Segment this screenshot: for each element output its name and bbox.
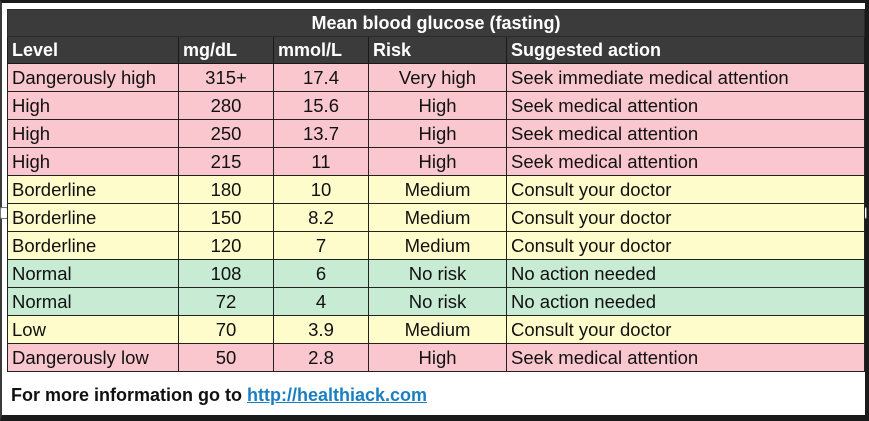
cell-mg-dl: 180: [178, 175, 274, 204]
cell-suggested-action: Consult your doctor: [505, 315, 866, 344]
healthiack-link[interactable]: http://healthiack.com: [247, 385, 428, 405]
footer-info: For more information go to http://health…: [11, 385, 427, 406]
cell-level: High: [7, 119, 179, 148]
cell-mmol-l: 11: [273, 147, 369, 176]
cell-mmol-l: 7: [273, 231, 369, 260]
cell-mg-dl: 315+: [178, 63, 274, 92]
table-title-row: Mean blood glucose (fasting): [6, 9, 866, 37]
cell-level: High: [7, 91, 179, 120]
cell-mg-dl: 72: [178, 287, 274, 316]
cell-suggested-action: Seek medical attention: [505, 119, 866, 148]
cell-mg-dl: 150: [178, 203, 274, 232]
cell-mmol-l: 13.7: [273, 119, 369, 148]
cell-level: Dangerously high: [7, 63, 179, 92]
header-mmol-l: mmol/L: [273, 36, 369, 64]
cell-mg-dl: 215: [178, 147, 274, 176]
table-row: Borderline 150 8.2 Medium Consult your docto…: [7, 203, 866, 232]
cell-risk: No risk: [368, 259, 507, 288]
cell-level: Dangerously low: [7, 343, 179, 372]
table-row: Dangerously low 50 2.8 High Seek medical att…: [7, 343, 866, 372]
cell-mg-dl: 70: [178, 315, 274, 344]
cell-risk: High: [368, 91, 507, 120]
cell-risk: High: [368, 343, 507, 372]
cell-mmol-l: 4: [273, 287, 369, 316]
table-row: Normal 108 6 No risk No action needed: [7, 259, 866, 288]
cell-mg-dl: 108: [178, 259, 274, 288]
header-risk: Risk: [368, 36, 507, 64]
table-title: Mean blood glucose (fasting): [6, 9, 866, 37]
cell-suggested-action: No action needed: [505, 259, 866, 288]
cell-mg-dl: 50: [178, 343, 274, 372]
cell-risk: Medium: [368, 315, 507, 344]
cell-suggested-action: Seek immediate medical attention: [505, 63, 866, 92]
cell-risk: High: [368, 119, 507, 148]
table-row: Normal 72 4 No risk No action needed: [7, 287, 866, 316]
cell-level: Borderline: [7, 203, 179, 232]
cell-mmol-l: 17.4: [273, 63, 369, 92]
table-row: Dangerously high 315+ 17.4 Very high Seek im…: [7, 63, 866, 92]
cell-risk: No risk: [368, 287, 507, 316]
cell-suggested-action: Seek medical attention: [505, 147, 866, 176]
cell-mmol-l: 15.6: [273, 91, 369, 120]
footer-text: For more information go to: [11, 385, 247, 405]
cell-suggested-action: Consult your doctor: [505, 231, 866, 260]
cell-risk: High: [368, 147, 507, 176]
cell-risk: Medium: [368, 231, 507, 260]
cell-mmol-l: 10: [273, 175, 369, 204]
table-row: High 280 15.6 High Seek medical attention: [7, 91, 866, 120]
cell-mg-dl: 120: [178, 231, 274, 260]
cell-level: Normal: [7, 259, 179, 288]
table-row: Borderline 120 7 Medium Consult your doctor: [7, 231, 866, 260]
cell-level: Borderline: [7, 231, 179, 260]
table-row: High 215 11 High Seek medical attention: [7, 147, 866, 176]
cell-suggested-action: Seek medical attention: [505, 343, 866, 372]
table-row: High 250 13.7 High Seek medical attention: [7, 119, 866, 148]
cell-risk: Medium: [368, 203, 507, 232]
table-header-row: Level mg/dL mmol/L Risk Suggested action: [7, 36, 866, 64]
cell-suggested-action: Consult your doctor: [505, 175, 866, 204]
cell-risk: Medium: [368, 175, 507, 204]
header-level: Level: [7, 36, 179, 64]
cell-suggested-action: Consult your doctor: [505, 203, 866, 232]
header-mg-dl: mg/dL: [178, 36, 274, 64]
cell-suggested-action: No action needed: [505, 287, 866, 316]
cell-level: Low: [7, 315, 179, 344]
cell-mmol-l: 8.2: [273, 203, 369, 232]
table-row: Low 70 3.9 Medium Consult your doctor: [7, 315, 866, 344]
cell-mg-dl: 280: [178, 91, 274, 120]
header-suggested-action: Suggested action: [505, 36, 866, 64]
cell-mg-dl: 250: [178, 119, 274, 148]
glucose-table: Mean blood glucose (fasting) Level mg/dL…: [6, 9, 866, 372]
cell-level: Borderline: [7, 175, 179, 204]
cell-level: High: [7, 147, 179, 176]
cell-mmol-l: 2.8: [273, 343, 369, 372]
cell-level: Normal: [7, 287, 179, 316]
cell-risk: Very high: [368, 63, 507, 92]
cell-mmol-l: 6: [273, 259, 369, 288]
cell-mmol-l: 3.9: [273, 315, 369, 344]
table-row: Borderline 180 10 Medium Consult your doctor: [7, 175, 866, 204]
cell-suggested-action: Seek medical attention: [505, 91, 866, 120]
